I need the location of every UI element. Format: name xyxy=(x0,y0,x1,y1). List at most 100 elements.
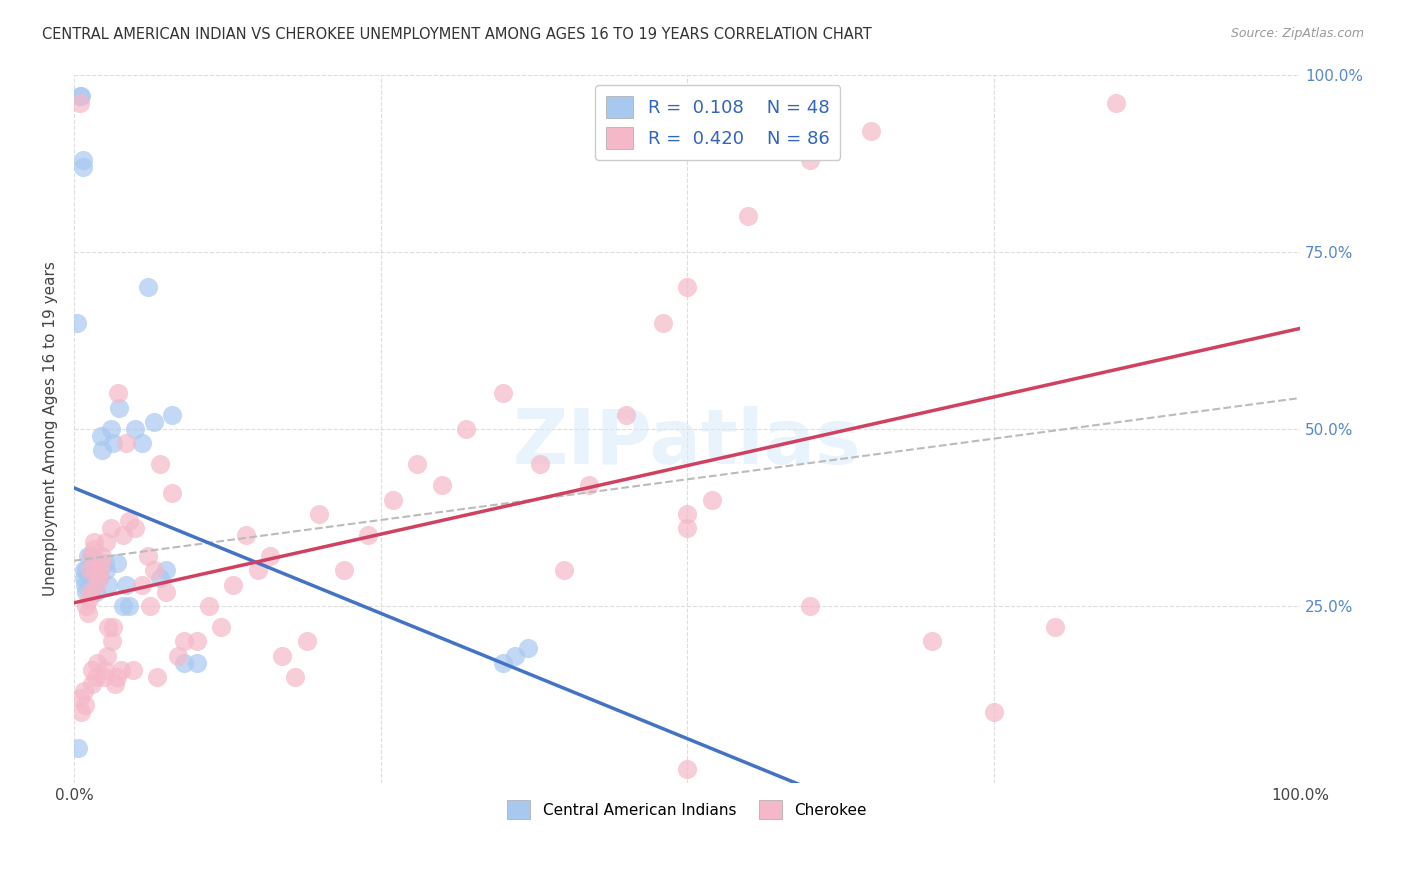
Point xyxy=(93,557,115,571)
Point xyxy=(79,584,101,599)
Point xyxy=(75,599,97,613)
Point xyxy=(1105,95,1128,110)
Point xyxy=(209,620,232,634)
Point xyxy=(84,670,107,684)
Point xyxy=(139,599,162,613)
Point xyxy=(87,570,110,584)
Point xyxy=(100,422,122,436)
Point xyxy=(1043,620,1066,634)
Point xyxy=(406,457,429,471)
Point xyxy=(77,570,100,584)
Point xyxy=(118,514,141,528)
Point xyxy=(799,599,821,613)
Point xyxy=(72,153,94,167)
Point xyxy=(173,656,195,670)
Point xyxy=(381,492,404,507)
Point xyxy=(505,648,527,663)
Point xyxy=(90,557,112,571)
Point xyxy=(84,584,107,599)
Point xyxy=(983,705,1005,719)
Point xyxy=(149,457,172,471)
Point xyxy=(259,549,281,564)
Point xyxy=(100,521,122,535)
Point xyxy=(96,648,118,663)
Point xyxy=(65,316,87,330)
Text: CENTRAL AMERICAN INDIAN VS CHEROKEE UNEMPLOYMENT AMONG AGES 16 TO 19 YEARS CORRE: CENTRAL AMERICAN INDIAN VS CHEROKEE UNEM… xyxy=(42,27,872,42)
Point xyxy=(105,557,128,571)
Point xyxy=(90,429,112,443)
Point xyxy=(155,584,177,599)
Point xyxy=(492,656,515,670)
Point xyxy=(89,557,111,571)
Point xyxy=(77,591,100,606)
Point xyxy=(124,521,146,535)
Point xyxy=(110,663,132,677)
Point xyxy=(73,684,96,698)
Point xyxy=(676,762,699,776)
Point xyxy=(93,663,115,677)
Text: ZIPatlas: ZIPatlas xyxy=(513,406,862,480)
Point xyxy=(118,599,141,613)
Point xyxy=(700,492,723,507)
Point xyxy=(75,577,97,591)
Point xyxy=(271,648,294,663)
Point xyxy=(73,564,96,578)
Point xyxy=(516,641,538,656)
Point xyxy=(76,549,98,564)
Point xyxy=(529,457,551,471)
Point xyxy=(614,408,637,422)
Point xyxy=(333,564,356,578)
Point xyxy=(235,528,257,542)
Point xyxy=(186,656,208,670)
Point xyxy=(73,570,96,584)
Point xyxy=(80,549,103,564)
Point xyxy=(136,280,159,294)
Point xyxy=(155,564,177,578)
Point xyxy=(676,507,699,521)
Point xyxy=(114,577,136,591)
Point xyxy=(142,415,165,429)
Point xyxy=(108,401,131,415)
Point xyxy=(91,443,114,458)
Point xyxy=(82,564,104,578)
Point xyxy=(69,88,91,103)
Point xyxy=(82,549,104,564)
Point xyxy=(75,564,97,578)
Point xyxy=(167,648,190,663)
Point xyxy=(83,570,105,584)
Point xyxy=(492,386,515,401)
Point xyxy=(160,485,183,500)
Point xyxy=(103,436,125,450)
Point xyxy=(94,564,117,578)
Point xyxy=(97,577,120,591)
Point xyxy=(82,677,104,691)
Point xyxy=(131,436,153,450)
Point xyxy=(676,280,699,294)
Point xyxy=(86,656,108,670)
Point xyxy=(89,564,111,578)
Point xyxy=(66,740,89,755)
Point xyxy=(75,584,97,599)
Point xyxy=(737,209,759,223)
Point xyxy=(222,577,245,591)
Point xyxy=(69,95,91,110)
Point xyxy=(246,564,269,578)
Point xyxy=(676,521,699,535)
Point xyxy=(87,570,110,584)
Point xyxy=(142,564,165,578)
Point xyxy=(651,316,673,330)
Point xyxy=(578,478,600,492)
Point xyxy=(173,634,195,648)
Point xyxy=(131,577,153,591)
Point xyxy=(160,408,183,422)
Point xyxy=(84,570,107,584)
Point xyxy=(76,606,98,620)
Point xyxy=(82,663,104,677)
Point xyxy=(91,549,114,564)
Point xyxy=(103,620,125,634)
Point xyxy=(70,88,93,103)
Point xyxy=(553,564,575,578)
Point xyxy=(124,422,146,436)
Point xyxy=(112,528,135,542)
Point xyxy=(149,570,172,584)
